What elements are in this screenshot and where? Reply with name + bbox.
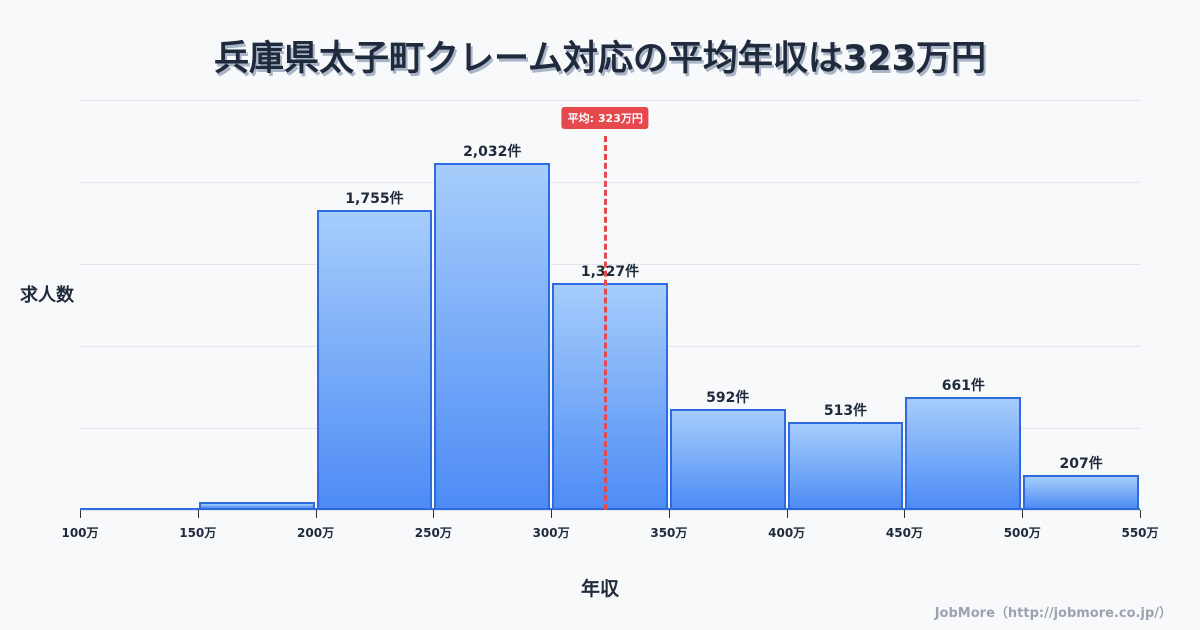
bar-value-label: 207件: [1059, 455, 1103, 472]
x-tick: [433, 510, 435, 518]
x-tick-label: 350万: [650, 526, 688, 540]
x-tick-label: 450万: [885, 526, 923, 540]
gridline: [80, 182, 1140, 183]
x-tick-label: 250万: [414, 526, 452, 540]
plot-area: 1,755件 2,032件 1,327件 592件 513件 661件 207件 100万 15…: [61, 100, 1159, 540]
chart-title: 兵庫県太子町クレーム対応の平均年収は323万円: [213, 39, 986, 79]
source-credit: JobMore（http://jobmore.co.jp/）: [934, 606, 1172, 621]
x-tick-label: 150万: [179, 526, 217, 540]
histogram-bar: [787, 422, 904, 510]
x-tick: [551, 510, 553, 518]
x-tick: [197, 510, 199, 518]
gridline: [80, 264, 1140, 265]
x-tick-label: 300万: [532, 526, 570, 540]
bar-value-label: 661件: [941, 378, 985, 395]
x-tick: [786, 510, 788, 518]
bar-value-label: 1,327件: [580, 264, 640, 281]
x-tick-label: 400万: [768, 526, 806, 540]
y-axis-label: 求人数: [20, 285, 74, 306]
x-axis-label: 年収: [580, 578, 619, 600]
histogram-bar: [905, 397, 1022, 510]
x-tick: [1140, 510, 1141, 518]
x-axis-line: [80, 508, 1140, 510]
histogram-bar: [434, 162, 551, 510]
bar-value-label: 2,032件: [463, 143, 522, 160]
gridline: [80, 510, 1140, 511]
histogram-bar: [552, 283, 668, 510]
x-tick-label: 100万: [61, 526, 99, 540]
x-tick: [315, 510, 317, 518]
bar-value-label: 592件: [706, 389, 750, 406]
x-tick: [1022, 510, 1024, 518]
x-tick-label: 550万: [1121, 526, 1159, 540]
histogram-bar: [669, 408, 786, 510]
x-tick: [904, 510, 906, 518]
bar-value-label: 513件: [823, 403, 868, 420]
average-badge: 平均: 323万円: [561, 107, 649, 129]
histogram-bar: [1023, 474, 1139, 510]
bar-value-label: 1,755件: [345, 191, 404, 208]
x-tick-label: 500万: [1003, 526, 1041, 540]
x-tick: [668, 510, 670, 518]
average-line: [604, 136, 608, 510]
histogram-bar: [316, 210, 433, 510]
gridline: [80, 100, 1140, 101]
x-tick: [80, 510, 81, 518]
x-tick-label: 200万: [297, 526, 335, 540]
